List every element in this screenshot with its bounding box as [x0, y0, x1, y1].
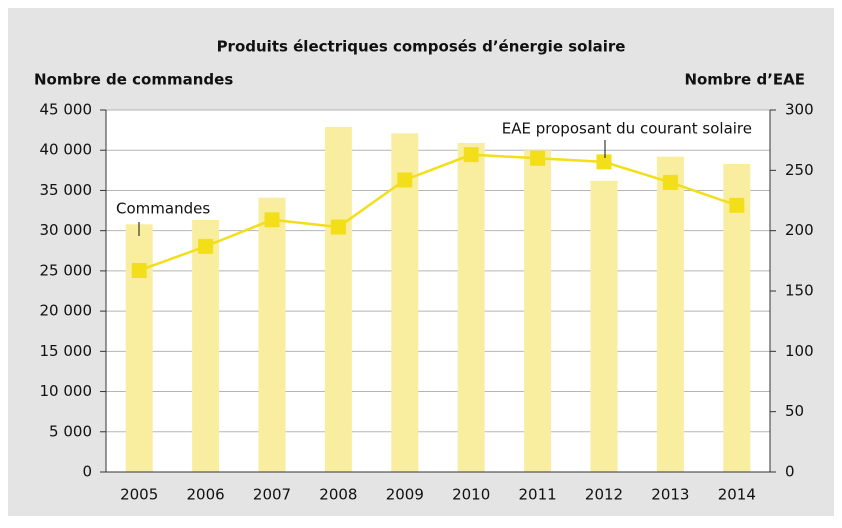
y2-tick-label: 100	[785, 342, 814, 360]
x-tick-label: 2007	[253, 486, 291, 504]
x-tick-label: 2014	[718, 486, 756, 504]
x-tick-label: 2010	[452, 486, 490, 504]
bar	[656, 156, 684, 472]
y2-axis-label: Nombre d’EAE	[684, 71, 805, 89]
x-tick-label: 2005	[120, 486, 158, 504]
bar	[524, 150, 552, 472]
bar	[125, 224, 153, 472]
y-tick-label: 35 000	[40, 181, 93, 199]
marker	[463, 147, 479, 163]
y2-tick-label: 250	[785, 161, 814, 179]
y-tick-label: 20 000	[40, 302, 93, 320]
y-tick-label: 45 000	[40, 101, 93, 119]
annotation: Commandes	[116, 200, 210, 218]
y-tick-label: 15 000	[40, 342, 93, 360]
marker	[662, 174, 678, 190]
x-tick-label: 2006	[187, 486, 225, 504]
bar	[324, 126, 352, 472]
line	[138, 153, 738, 272]
bar	[192, 214, 220, 473]
y-axis-label: Nombre de commandes	[34, 71, 233, 89]
x-tick-label: 2012	[585, 486, 623, 504]
x-tick-label: 2009	[386, 486, 424, 504]
y-tick-label: 10 000	[40, 382, 93, 400]
bar	[258, 197, 286, 472]
bar	[457, 142, 485, 472]
y-tick-label: 0	[82, 463, 92, 481]
bar	[723, 163, 751, 473]
x-tick-label: 2013	[651, 486, 689, 504]
annotation-bg	[450, 118, 754, 140]
y-tick-label: 40 000	[40, 141, 93, 159]
y-tick-label: 5 000	[49, 422, 92, 440]
marker	[198, 238, 214, 254]
marker	[397, 172, 413, 188]
marker	[596, 154, 612, 170]
y2-tick-label: 150	[785, 282, 814, 300]
y2-tick-label: 0	[785, 463, 795, 481]
annotation-bg	[113, 198, 231, 220]
marker	[264, 212, 280, 228]
x-tick-label: 2011	[519, 486, 557, 504]
marker	[330, 219, 346, 235]
marks	[125, 126, 751, 473]
annotation: EAE proposant du courant solaire	[502, 120, 752, 138]
marker	[530, 150, 546, 166]
y-tick-label: 30 000	[40, 221, 93, 239]
y2-tick-label: 200	[785, 221, 814, 239]
y-tick-label: 25 000	[40, 261, 93, 279]
chart-title: Produits électriques composés d’énergie …	[217, 38, 626, 56]
y2-tick-label: 300	[785, 101, 814, 119]
bar	[590, 180, 618, 472]
y2-tick-label: 50	[785, 402, 804, 420]
bar	[391, 133, 419, 472]
marker	[729, 197, 745, 213]
marker	[131, 262, 147, 278]
x-tick-label: 2008	[319, 486, 357, 504]
